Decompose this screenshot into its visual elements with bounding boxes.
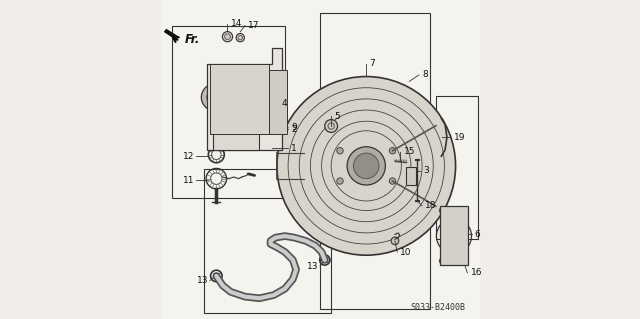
Text: 18: 18 (425, 201, 436, 210)
Circle shape (439, 258, 444, 263)
Circle shape (337, 148, 343, 154)
Text: 13: 13 (307, 262, 319, 271)
Circle shape (391, 237, 399, 245)
Circle shape (347, 147, 385, 185)
Circle shape (463, 258, 468, 263)
Text: 6: 6 (475, 230, 481, 239)
Circle shape (353, 153, 379, 179)
Text: 3: 3 (424, 166, 429, 175)
Polygon shape (440, 206, 468, 265)
Text: 2: 2 (291, 125, 297, 134)
Text: 19: 19 (454, 133, 465, 142)
Circle shape (439, 208, 444, 213)
Circle shape (463, 208, 468, 213)
Circle shape (277, 77, 456, 255)
Polygon shape (161, 0, 479, 319)
Circle shape (262, 84, 276, 98)
Text: 10: 10 (401, 248, 412, 256)
Polygon shape (207, 48, 282, 150)
Text: 1: 1 (291, 144, 297, 153)
Circle shape (337, 178, 343, 184)
Circle shape (389, 147, 396, 154)
Text: S033-B2400B: S033-B2400B (410, 303, 465, 312)
Polygon shape (164, 29, 179, 40)
Polygon shape (269, 70, 287, 134)
Text: 12: 12 (182, 152, 194, 161)
Polygon shape (213, 128, 259, 150)
Text: 14: 14 (230, 19, 242, 28)
Text: 11: 11 (182, 176, 194, 185)
Text: 5: 5 (334, 112, 340, 121)
Text: 4: 4 (282, 99, 287, 108)
Circle shape (389, 178, 396, 184)
Text: 15: 15 (404, 147, 415, 156)
Text: 17: 17 (248, 21, 260, 30)
Text: 9: 9 (291, 123, 297, 132)
Circle shape (262, 103, 276, 117)
Text: 7: 7 (369, 59, 375, 68)
Circle shape (202, 84, 228, 111)
Circle shape (236, 33, 244, 42)
Text: 8: 8 (422, 70, 428, 79)
Text: 13: 13 (197, 276, 209, 285)
Text: Fr.: Fr. (184, 33, 200, 46)
Circle shape (222, 32, 232, 42)
Text: 16: 16 (470, 268, 482, 277)
Circle shape (324, 120, 337, 132)
Polygon shape (210, 64, 269, 134)
Polygon shape (406, 167, 416, 185)
